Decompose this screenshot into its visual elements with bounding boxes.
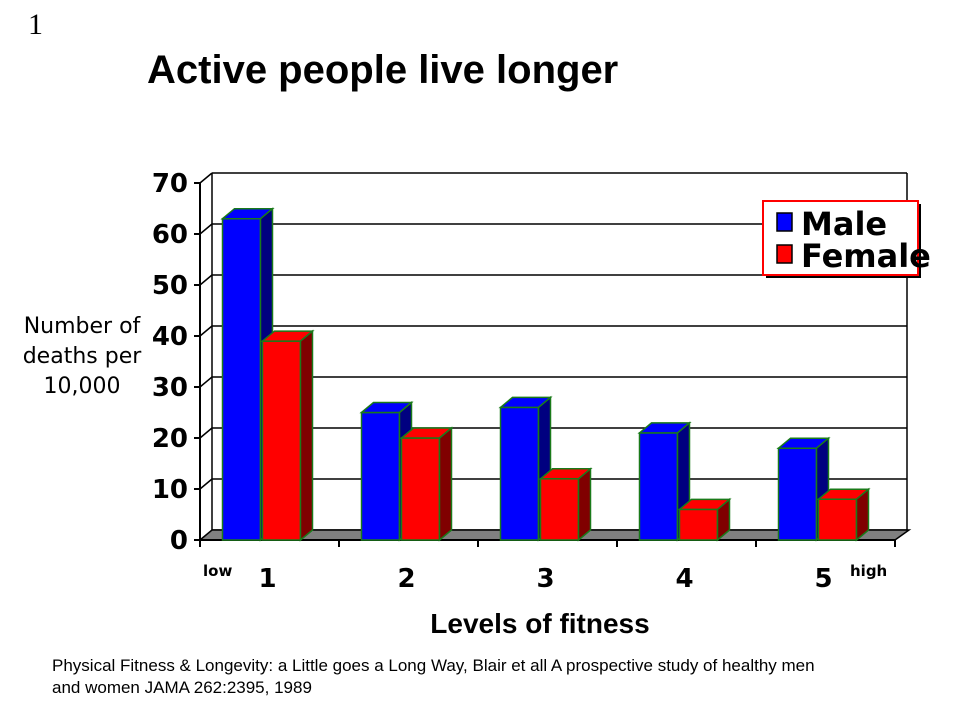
gridline-depth [199,376,213,388]
bar-female-2-side [438,426,453,542]
y-tick-label: 10 [152,475,188,505]
bar-female-2-front [400,437,441,541]
y-tick-label: 70 [152,169,188,199]
gridline-depth [199,427,213,439]
x-high-label: high [850,562,887,580]
x-low-label: low [203,562,232,580]
gridline-depth [199,325,213,337]
bar-female-1-front [261,340,302,541]
gridline-depth [199,274,213,286]
bar-male-5-front [777,447,818,541]
y-tick-label: 50 [152,271,188,301]
bar-male-2-front [360,411,401,541]
bar-male-4-front [638,432,679,541]
x-category-label: 2 [397,564,415,594]
citation: Physical Fitness & Longevity: a Little g… [52,656,815,697]
slide-number: 1 [28,8,43,41]
slide-title: Active people live longer [147,48,619,92]
chart-bars [220,207,871,542]
bar-female-4 [677,497,732,542]
y-tick-label: 20 [152,424,188,454]
legend-swatch-female [776,244,793,264]
bar-female-1-side [299,329,314,542]
bar-female-3 [538,467,593,542]
bar-female-3-side [577,467,592,542]
y-tick-label: 40 [152,322,188,352]
legend-label-male: Male [801,205,887,243]
y-tick-label: 0 [170,526,188,556]
gridline-depth [199,172,213,184]
x-category-label: 3 [536,564,554,594]
y-tick-label: 30 [152,373,188,403]
legend-swatch-male [776,212,793,232]
x-axis-title: Levels of fitness [430,608,650,639]
bar-female-5-side [855,487,870,542]
bar-female-3-front [539,478,580,541]
bar-female-4-side [716,497,731,542]
bar-female-1 [260,329,315,542]
x-category-label: 5 [814,564,832,594]
y-tick-label: 60 [152,220,188,250]
chart-labels: 0 10 20 30 40 50 60 70 1 2 3 4 5 low high [152,169,887,594]
x-category-label: 4 [675,564,693,594]
bar-female-5 [816,487,871,542]
bar-male-3-front [499,406,540,541]
bar-female-2 [399,426,454,542]
y-axis-label: Number of deaths per 10,000 [22,314,142,399]
bar-female-4-front [678,508,719,541]
x-category-label: 1 [258,564,276,594]
gridline-depth [199,478,213,490]
legend-label-female: Female [801,237,931,275]
bar-male-1-front [221,217,262,541]
gridline-depth [199,223,213,235]
bar-female-5-front [817,498,858,541]
